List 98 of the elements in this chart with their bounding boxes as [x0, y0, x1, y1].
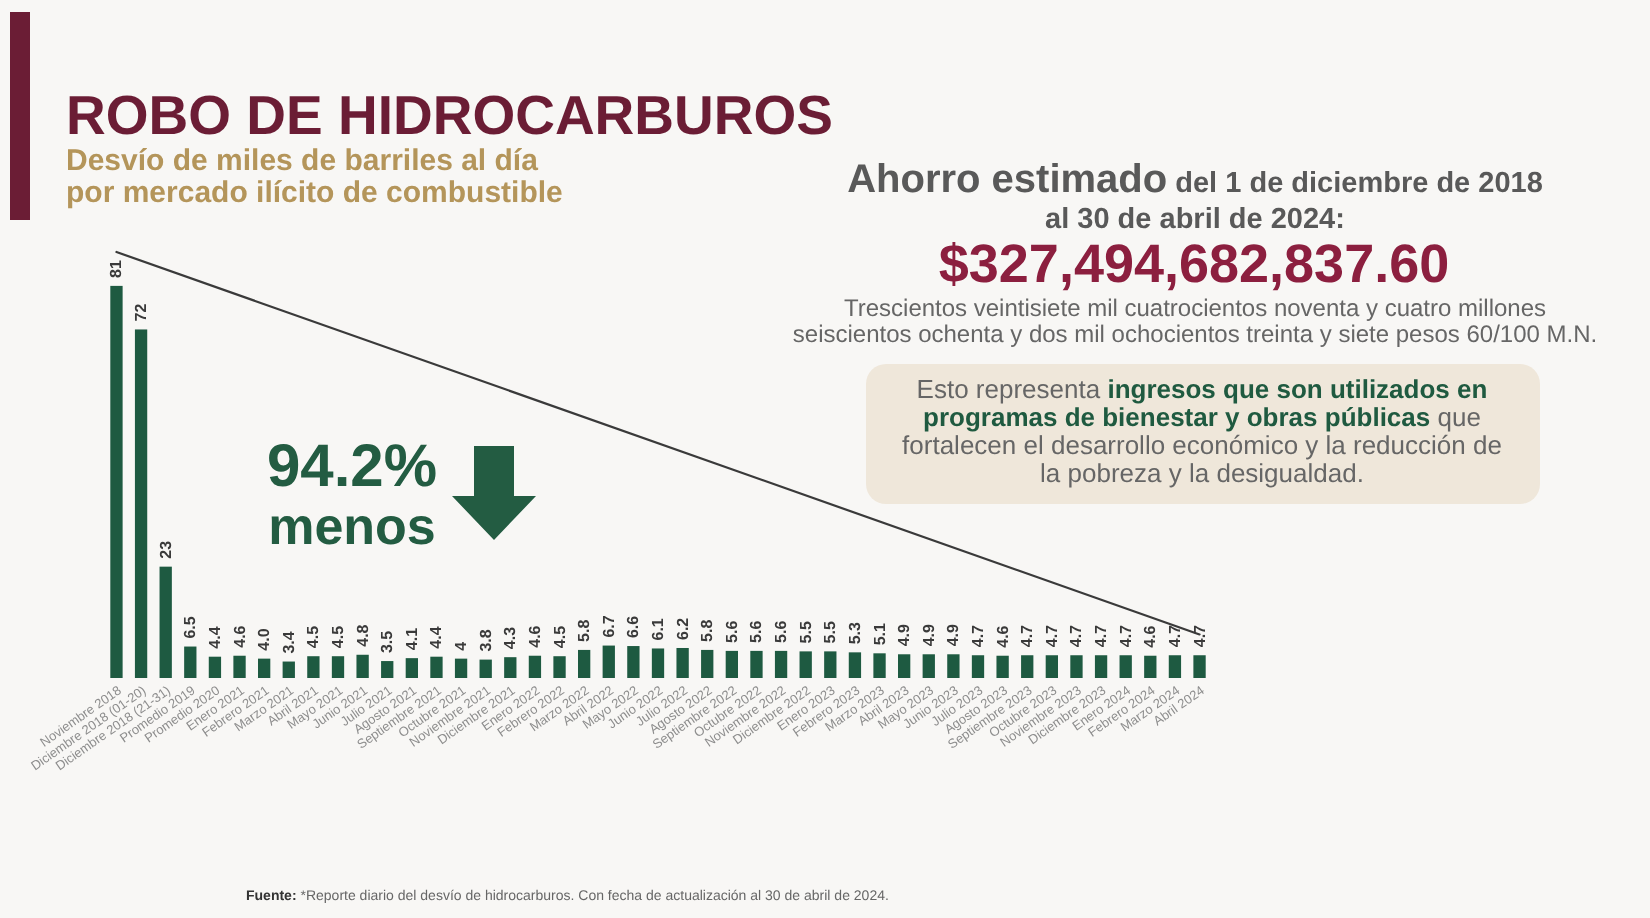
- bar: [381, 661, 394, 678]
- bar: [922, 654, 935, 678]
- bar: [184, 646, 197, 678]
- data-label: 5.8: [698, 618, 717, 642]
- data-label: 6.6: [624, 614, 643, 639]
- bar: [282, 661, 295, 678]
- annotation: Trescientos veintisiete mil cuatrocientos noventa y cuatro millones seiscientos ochenta y dos mil ochocientos treinta y siete pesos 60/100 M.N.: [790, 294, 1600, 348]
- bar: [1193, 655, 1206, 678]
- data-label: 4.7: [1092, 623, 1111, 648]
- data-label: 4.6: [525, 624, 544, 648]
- bar: [824, 651, 837, 678]
- bar: [602, 645, 615, 678]
- bar: [233, 655, 246, 678]
- data-label: 6.2: [673, 616, 692, 640]
- data-label: 4.4: [427, 625, 446, 649]
- bar: [947, 654, 960, 678]
- bar: [799, 651, 812, 678]
- data-label: 4.3: [501, 625, 520, 650]
- bar: [356, 654, 369, 678]
- data-label: 4.7: [1190, 623, 1209, 648]
- bar: [331, 656, 345, 678]
- data-label: 6.1: [649, 617, 667, 641]
- bar: [159, 566, 172, 678]
- data-label: 4.9: [919, 622, 938, 647]
- data-label: 4.0: [255, 627, 274, 651]
- data-label: 3.5: [378, 629, 397, 654]
- data-label: 5.6: [722, 619, 741, 643]
- bar: [528, 655, 542, 678]
- bar: [1094, 655, 1108, 678]
- annotation: Esto representa: [916, 374, 1101, 404]
- bar: [873, 653, 886, 678]
- chart-subtitle: Desvío de miles de barriles al día por mercado ilícito de combustible: [66, 144, 565, 210]
- data-label: 5.5: [796, 620, 815, 644]
- data-label: 81: [107, 258, 126, 278]
- bar: [553, 656, 566, 678]
- data-label: 5.6: [747, 619, 766, 643]
- bar: [971, 655, 985, 678]
- bar: [848, 652, 862, 678]
- bar: [725, 650, 738, 678]
- data-label: 4.8: [353, 623, 372, 647]
- data-label: 4: [452, 640, 471, 651]
- data-label: 4.6: [993, 624, 1012, 648]
- data-label: 6.7: [599, 614, 618, 638]
- chart-title: ROBO DE HIDROCARBUROS: [66, 84, 833, 146]
- bar: [405, 658, 418, 678]
- bar: [898, 654, 911, 678]
- bar: [134, 329, 148, 678]
- bar: [504, 657, 517, 678]
- bar: [627, 646, 640, 678]
- bar: [208, 656, 222, 678]
- bar: [1021, 655, 1034, 678]
- data-label: 5.8: [575, 618, 594, 642]
- bar: [701, 649, 714, 678]
- data-label: 4.7: [1116, 623, 1135, 648]
- data-label: 4.7: [969, 623, 987, 648]
- data-label: 4.5: [329, 624, 347, 649]
- data-label: 72: [132, 302, 151, 322]
- bar: [774, 650, 788, 678]
- bar: [651, 648, 665, 678]
- data-label: 23: [156, 539, 175, 559]
- bar: [258, 658, 271, 678]
- data-label: 4.6: [230, 624, 249, 648]
- data-label: 4.4: [205, 625, 224, 649]
- bar: [430, 656, 443, 678]
- bar: [1144, 655, 1157, 678]
- data-label: 5.6: [772, 619, 791, 643]
- bar: [479, 659, 492, 678]
- bar: [307, 656, 320, 678]
- data-label: 4.7: [1165, 623, 1184, 648]
- bar: [578, 649, 591, 678]
- data-label: 3.8: [476, 628, 495, 652]
- bar: [676, 647, 689, 678]
- bar: [1070, 655, 1083, 678]
- data-label: 4.5: [304, 624, 323, 649]
- bar: [1168, 655, 1182, 678]
- data-label: 4.7: [1067, 623, 1086, 648]
- data-label: 6.5: [181, 615, 200, 639]
- data-label: 3.4: [279, 630, 298, 654]
- bar: [454, 658, 468, 678]
- bar: [750, 650, 763, 678]
- data-label: 5.3: [845, 621, 864, 645]
- data-label: 4.9: [895, 622, 914, 647]
- text: Ahorro estimado: [847, 158, 1168, 202]
- data-label: 4.7: [1018, 623, 1037, 648]
- data-label: 4.9: [944, 622, 963, 647]
- bar: [110, 285, 123, 678]
- data-label: 4.5: [550, 624, 569, 649]
- bar: [1045, 655, 1058, 678]
- data-label: 4.1: [402, 626, 421, 651]
- annotation: menos: [268, 496, 436, 556]
- bar: [1119, 655, 1132, 678]
- annotation: $327,494,682,837.60: [936, 234, 1452, 294]
- annotation: 94.2%: [266, 434, 438, 500]
- data-label: 4.6: [1141, 624, 1160, 648]
- bar: [996, 655, 1009, 678]
- data-label: 5.5: [821, 620, 840, 644]
- data-label: 4.7: [1042, 623, 1061, 648]
- data-label: 5.1: [870, 621, 889, 646]
